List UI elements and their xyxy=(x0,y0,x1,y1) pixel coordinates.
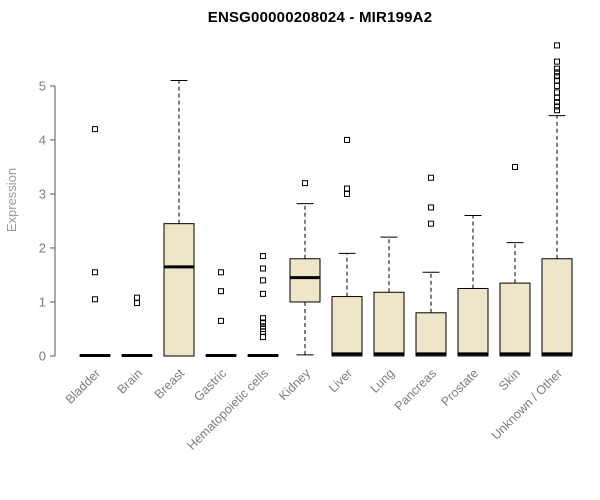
outlier-point xyxy=(554,58,560,65)
box-gastric xyxy=(205,269,237,357)
outlier-point xyxy=(428,204,434,211)
x-category-label: Kidney xyxy=(276,366,313,403)
iqr-box xyxy=(373,291,405,357)
x-category-label: Unknown / Other xyxy=(489,366,565,442)
box-hematopoietic-cells xyxy=(247,253,279,357)
outlier-point xyxy=(554,82,560,89)
y-tick-label: 2 xyxy=(39,240,46,255)
x-category-label: Liver xyxy=(326,366,355,395)
iqr-box xyxy=(289,258,321,303)
outlier-point xyxy=(260,277,266,284)
outlier-point xyxy=(554,77,560,84)
x-category-label: Prostate xyxy=(438,366,481,409)
outlier-point xyxy=(260,253,266,260)
outlier-point xyxy=(302,180,308,187)
iqr-box xyxy=(163,223,195,357)
iqr-box xyxy=(499,282,531,357)
outlier-point xyxy=(92,126,98,133)
chart-title: ENSG00000208024 - MIR199A2 xyxy=(207,9,433,26)
outlier-point xyxy=(218,317,224,324)
outlier-point xyxy=(218,269,224,276)
box-bladder xyxy=(79,126,111,357)
outlier-point xyxy=(554,65,560,72)
y-tick-label: 1 xyxy=(39,294,46,309)
outlier-point xyxy=(260,334,266,341)
outlier-point xyxy=(554,73,560,80)
y-tick-label: 5 xyxy=(39,78,46,93)
outlier-point xyxy=(554,99,560,106)
y-tick-label: 3 xyxy=(39,186,46,201)
outlier-point xyxy=(554,42,560,49)
box-pancreas xyxy=(415,174,447,357)
x-category-label: Lung xyxy=(368,366,398,396)
x-category-label: Gastric xyxy=(191,366,229,404)
box-kidney xyxy=(289,180,321,356)
outlier-point xyxy=(344,185,350,192)
x-category-label: Bladder xyxy=(63,366,103,406)
outlier-point xyxy=(554,107,560,114)
x-category-label: Breast xyxy=(152,366,188,402)
outlier-point xyxy=(260,323,266,330)
x-category-label: Skin xyxy=(496,366,523,393)
box-breast xyxy=(163,80,195,357)
outlier-point xyxy=(554,69,560,76)
outlier-point xyxy=(260,265,266,272)
x-category-label: Pancreas xyxy=(392,366,439,413)
x-category-label: Hematopoietic cells xyxy=(185,366,272,453)
y-tick-label: 0 xyxy=(39,349,46,364)
outlier-point xyxy=(428,174,434,181)
outlier-point xyxy=(344,136,350,143)
iqr-box xyxy=(457,287,489,357)
box-unknown-other xyxy=(541,42,573,357)
box-brain xyxy=(121,294,153,357)
iqr-box xyxy=(541,258,573,357)
outlier-point xyxy=(134,300,140,307)
iqr-box xyxy=(415,312,447,357)
outlier-point xyxy=(218,288,224,295)
outlier-point xyxy=(344,190,350,197)
box-lung xyxy=(373,236,405,357)
outlier-point xyxy=(260,315,266,322)
outlier-point xyxy=(260,319,266,326)
outlier-point xyxy=(554,103,560,110)
outlier-point xyxy=(92,296,98,303)
x-category-label: Brain xyxy=(115,366,146,397)
box-liver xyxy=(331,136,363,357)
outlier-point xyxy=(92,269,98,276)
box-prostate xyxy=(457,215,489,357)
outlier-point xyxy=(554,89,560,96)
outlier-point xyxy=(512,163,518,170)
outlier-point xyxy=(134,294,140,301)
box-skin xyxy=(499,163,531,357)
outlier-point xyxy=(428,220,434,227)
iqr-box xyxy=(331,296,363,357)
outlier-point xyxy=(260,290,266,297)
y-tick-label: 4 xyxy=(39,132,46,147)
